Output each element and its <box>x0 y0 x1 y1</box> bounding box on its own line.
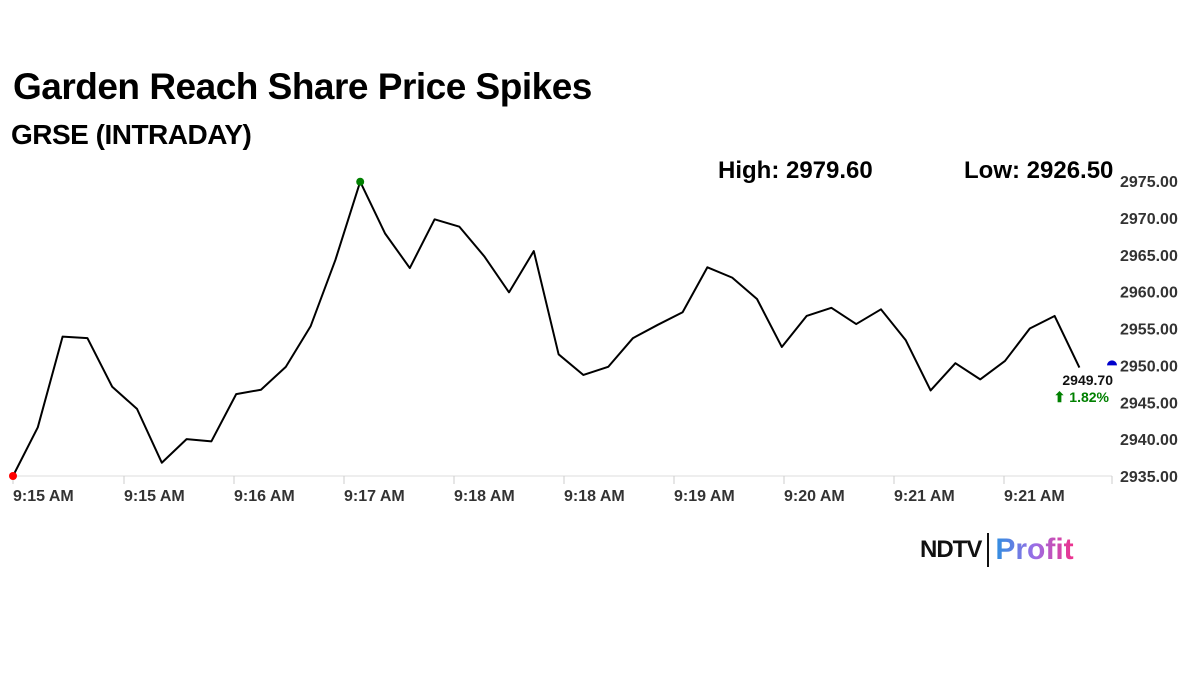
high-value: High: 2979.60 <box>718 157 873 184</box>
change-percent-label: ⬆ 1.82% <box>1054 389 1110 405</box>
y-tick-label: 2960.00 <box>1120 285 1178 302</box>
prev-close-marker <box>1107 360 1117 366</box>
ndtv-profit-logo: NDTV Profit <box>920 533 1074 567</box>
logo-ndtv: NDTV <box>920 536 982 563</box>
logo-profit: Profit <box>995 533 1074 566</box>
high-point-marker <box>356 177 365 186</box>
x-tick-label: 9:15 AM <box>124 488 185 505</box>
low-point-marker <box>9 472 17 480</box>
y-tick-label: 2970.00 <box>1120 211 1178 228</box>
x-tick-label: 9:21 AM <box>1004 488 1065 505</box>
logo-divider <box>987 533 990 567</box>
price-line <box>12 180 1081 477</box>
y-tick-label: 2940.00 <box>1120 432 1178 449</box>
last-price-label: 2949.70 <box>1062 372 1113 388</box>
y-tick-label: 2965.00 <box>1120 248 1178 265</box>
y-tick-label: 2945.00 <box>1120 395 1178 412</box>
x-tick-label: 9:15 AM <box>13 488 74 505</box>
y-tick-label: 2975.00 <box>1120 174 1178 191</box>
y-tick-label: 2935.00 <box>1120 469 1178 486</box>
chart-subtitle: GRSE (INTRADAY) <box>11 119 252 150</box>
x-tick-label: 9:16 AM <box>234 488 295 505</box>
x-tick-label: 9:21 AM <box>894 488 955 505</box>
low-value: Low: 2926.50 <box>964 157 1114 184</box>
chart-title: Garden Reach Share Price Spikes <box>13 66 592 107</box>
x-tick-label: 9:18 AM <box>564 488 625 505</box>
x-tick-label: 9:20 AM <box>784 488 845 505</box>
x-tick-label: 9:17 AM <box>344 488 405 505</box>
y-tick-label: 2955.00 <box>1120 322 1178 339</box>
y-tick-label: 2950.00 <box>1120 358 1178 375</box>
x-tick-label: 9:18 AM <box>454 488 515 505</box>
x-tick-label: 9:19 AM <box>674 488 735 505</box>
